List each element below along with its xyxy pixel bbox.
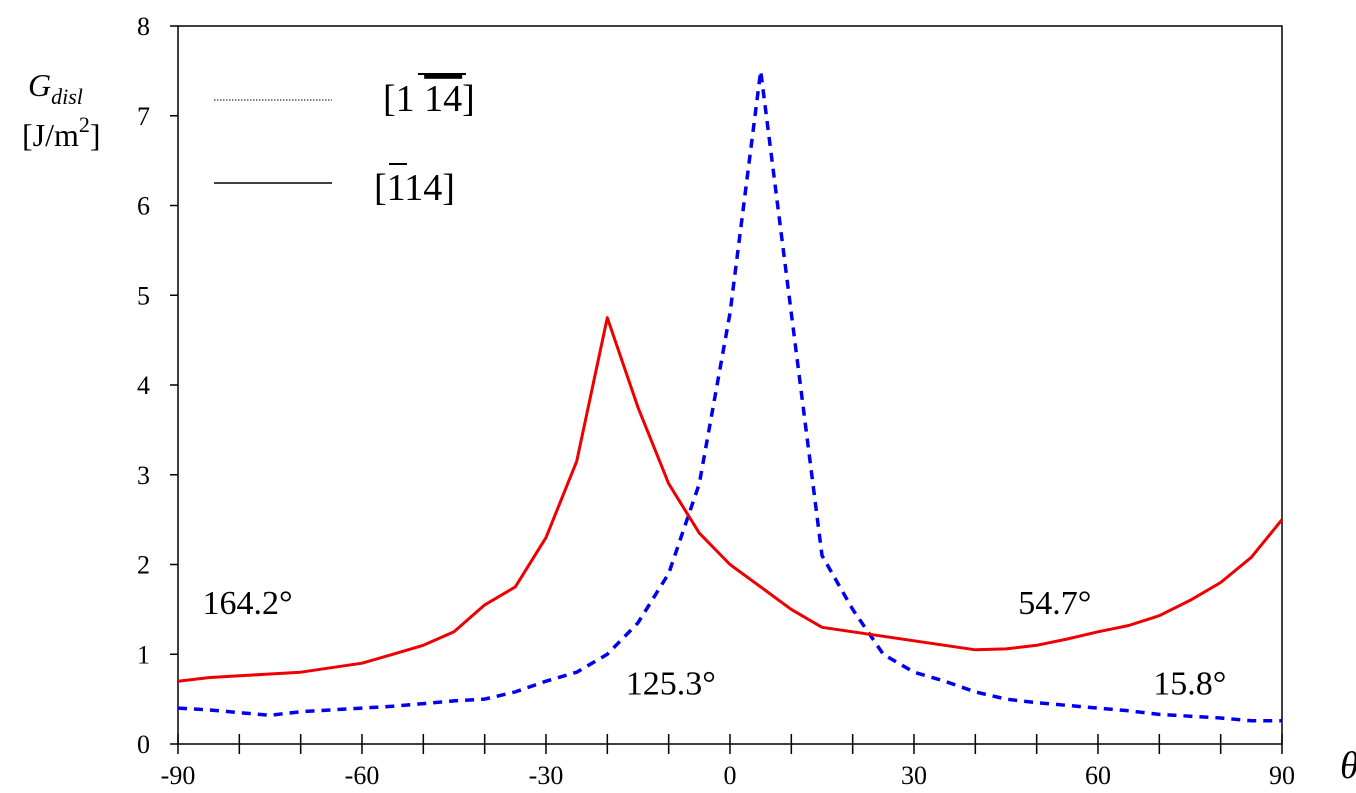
y-tick-label: 1 <box>137 640 150 669</box>
angle-annotation: 164.2° <box>203 585 293 622</box>
x-tick-label: -90 <box>161 761 196 790</box>
x-tick-label: 30 <box>901 761 927 790</box>
annotations: 164.2° 125.3° 54.7° 15.8° <box>203 585 1227 703</box>
x-tick-label: -30 <box>529 761 564 790</box>
series-line-solid <box>177 316 1284 683</box>
y-tick-label: 8 <box>137 12 150 41</box>
series-group <box>177 69 1284 723</box>
y-axis-label-line2: [J/m2] <box>22 112 101 153</box>
y-tick-label: 0 <box>137 730 150 759</box>
y-tick-label: 4 <box>137 371 150 400</box>
legend-label-solid: [114] <box>374 167 455 209</box>
legend-label-dashed: [1 14] <box>383 78 475 120</box>
x-tick-label: 90 <box>1269 761 1295 790</box>
y-tick-label: 6 <box>137 192 150 221</box>
legend: [1 14] [114] <box>214 73 475 209</box>
y-tick-label: 2 <box>137 551 150 580</box>
x-tick-label: 60 <box>1085 761 1111 790</box>
y-tick-label: 7 <box>137 102 150 131</box>
x-axis: -90 -60 -30 0 30 60 90 <box>161 734 1295 790</box>
x-tick-label: 0 <box>724 761 737 790</box>
plot-frame <box>177 25 1283 745</box>
x-axis-label: θ <box>1340 745 1356 787</box>
angle-annotation: 54.7° <box>1018 585 1091 622</box>
y-tick-label: 5 <box>137 281 150 310</box>
y-axis: 0 1 2 3 4 5 6 7 8 <box>137 12 178 759</box>
angle-annotation: 15.8° <box>1153 666 1226 703</box>
y-axis-label-line1: Gdisl <box>28 67 83 109</box>
x-tick-label: -60 <box>345 761 380 790</box>
angle-annotation: 125.3° <box>626 666 716 703</box>
y-tick-label: 3 <box>137 461 150 490</box>
series-line-dashed <box>177 69 1282 723</box>
